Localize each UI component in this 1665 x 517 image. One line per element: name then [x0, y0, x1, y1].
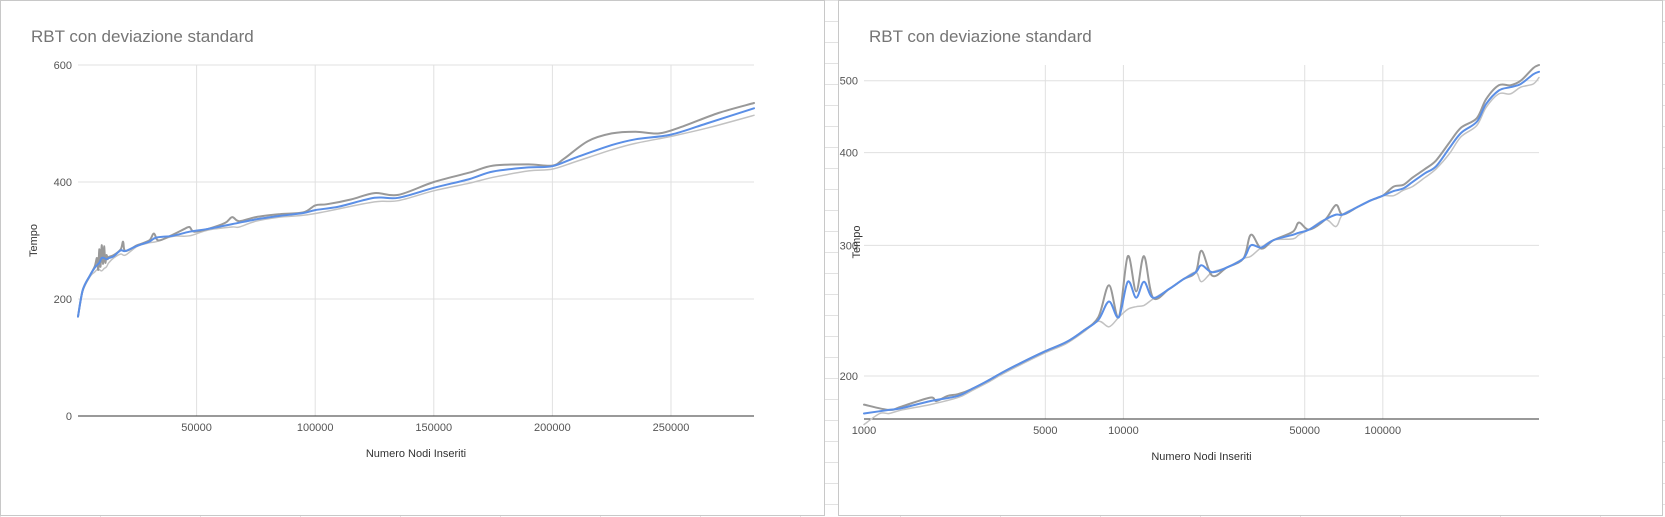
chart-plot: 200 300 400 500 1000 5000 10000 50000 100000 Nume… — [840, 64, 1540, 463]
y-axis-label: Tempo — [28, 224, 40, 257]
chart-plot: 0 200 400 600 50000 100000 150000 200000 250000 N… — [28, 60, 755, 460]
series-line-lower — [77, 114, 755, 318]
x-tick-label: 100000 — [1364, 425, 1401, 437]
x-tick-label: 10000 — [1108, 425, 1139, 437]
x-tick-label: 50000 — [181, 422, 212, 434]
x-tick-label: 5000 — [1033, 425, 1057, 437]
x-tick-label: 200000 — [534, 422, 571, 434]
x-axis-label: Numero Nodi Inseriti — [366, 448, 466, 460]
series-line-mean — [863, 70, 1540, 415]
y-tick-label: 200 — [840, 371, 858, 383]
chart-title: RBT con deviazione standard — [869, 27, 1092, 46]
y-tick-label: 200 — [54, 294, 72, 306]
y-tick-label: 300 — [840, 240, 858, 252]
y-axis-label: Tempo — [851, 225, 863, 258]
y-tick-label: 600 — [54, 60, 72, 72]
chart-title: RBT con deviazione standard — [31, 27, 254, 46]
x-tick-label: 150000 — [415, 422, 452, 434]
series-line-upper — [77, 102, 755, 318]
x-tick-label: 50000 — [1289, 425, 1320, 437]
chart-panel-right: RBT con deviazione standard 200 300 400 500… — [838, 0, 1663, 516]
series-line-upper — [863, 64, 1540, 411]
x-axis-label: Numero Nodi Inseriti — [1151, 451, 1251, 463]
y-tick-label: 400 — [840, 148, 858, 160]
series-line-mean — [77, 107, 755, 318]
y-tick-label: 0 — [66, 411, 72, 423]
y-tick-label: 500 — [840, 76, 858, 88]
chart-panel-left: RBT con deviazione standard 0 200 400 600 50… — [0, 0, 825, 516]
y-tick-label: 400 — [54, 177, 72, 189]
x-tick-label: 250000 — [653, 422, 690, 434]
x-tick-label: 1000 — [852, 425, 876, 437]
x-tick-label: 100000 — [297, 422, 334, 434]
